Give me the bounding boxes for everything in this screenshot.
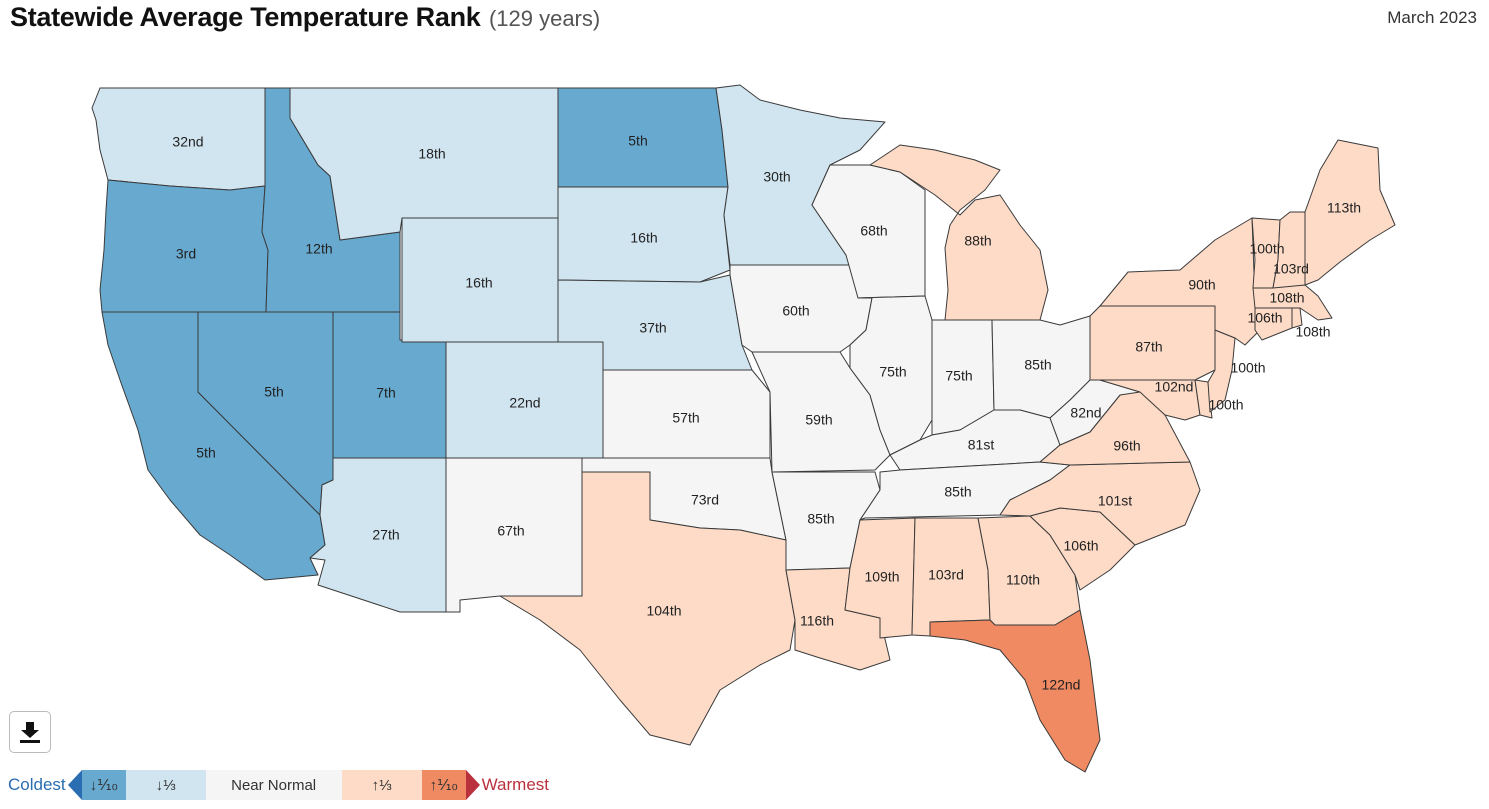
rank-label-ok: 73rd (691, 492, 719, 508)
state-fl[interactable] (929, 609, 1101, 773)
rank-label-ga: 110th (1006, 572, 1040, 588)
page-title: Statewide Average Temperature Rank (10, 2, 481, 32)
rank-label-vt: 100th (1249, 241, 1284, 257)
legend: Coldest ↓⅒ ↓⅓ Near Normal ↑⅓ ↑⅒ Warmest (8, 770, 549, 800)
us-map: 32nd 3rd 5th 12th 5th 7th 18th 16th 22nd… (91, 84, 1396, 773)
rank-label-ms: 109th (864, 569, 899, 585)
rank-label-ri: 108th (1295, 324, 1330, 340)
rank-label-ct: 106th (1247, 310, 1282, 326)
rank-label-ky: 81st (968, 437, 995, 453)
legend-warmest-label: Warmest (481, 775, 550, 794)
title-row: Statewide Average Temperature Rank (129 … (10, 2, 600, 33)
legend-below: ↓⅓ (125, 770, 206, 800)
rank-label-in: 75th (945, 368, 972, 384)
rank-label-nj: 100th (1230, 360, 1265, 376)
rank-label-wy: 16th (465, 275, 492, 291)
rank-label-sd: 16th (630, 230, 657, 246)
legend-coldest-label: Coldest (8, 775, 66, 794)
rank-label-nd: 5th (628, 133, 647, 149)
state-nc[interactable] (999, 461, 1201, 546)
period-label: March 2023 (1387, 8, 1477, 27)
rank-label-tn: 85th (944, 484, 971, 500)
rank-label-pa: 87th (1135, 339, 1162, 355)
rank-label-az: 27th (372, 527, 399, 543)
rank-label-wa: 32nd (172, 134, 203, 150)
rank-label-oh: 85th (1024, 357, 1051, 373)
rank-label-il: 75th (879, 364, 906, 380)
page-subtitle: (129 years) (488, 6, 601, 31)
states-layer (91, 84, 1396, 773)
rank-label-wv: 82nd (1070, 405, 1101, 421)
rank-label-ks: 57th (672, 410, 699, 426)
legend-much-below: ↓⅒ (81, 770, 126, 800)
legend-much-above: ↑⅒ (421, 770, 466, 800)
rank-label-sc: 106th (1063, 538, 1098, 554)
rank-label-me: 113th (1327, 200, 1361, 216)
rank-label-id: 12th (305, 241, 332, 257)
warm-arrow-icon (465, 770, 480, 800)
rank-label-fl: 122nd (1042, 677, 1081, 693)
rank-label-tx: 104th (646, 603, 681, 619)
rank-label-ar: 85th (807, 511, 834, 527)
rank-label-mi: 88th (964, 233, 991, 249)
rank-label-ny: 90th (1188, 277, 1215, 293)
rank-label-nh: 103rd (1273, 261, 1309, 277)
rank-label-md: 102nd (1155, 379, 1194, 395)
rank-label-nv: 5th (264, 384, 283, 400)
state-tx[interactable] (499, 471, 796, 746)
legend-near-normal: Near Normal (205, 770, 342, 800)
rank-label-al: 103rd (928, 567, 964, 583)
rank-label-de: 100th (1208, 397, 1243, 413)
rank-label-nm: 67th (497, 523, 524, 539)
rank-labels-layer: 32nd 3rd 5th 12th 5th 7th 18th 16th 22nd… (172, 133, 1361, 693)
cold-arrow-icon (67, 770, 82, 800)
state-de[interactable] (1194, 379, 1213, 419)
rank-label-co: 22nd (509, 395, 540, 411)
state-me[interactable] (1304, 139, 1396, 286)
rank-label-va: 96th (1113, 438, 1140, 454)
rank-label-mt: 18th (418, 146, 445, 162)
state-nj[interactable] (1207, 329, 1236, 413)
rank-label-mo: 59th (805, 412, 832, 428)
state-ks[interactable] (602, 369, 771, 459)
rank-label-ca: 5th (196, 445, 215, 461)
rank-label-ma: 108th (1269, 290, 1304, 306)
download-button[interactable] (9, 711, 51, 753)
rank-label-la: 116th (800, 613, 834, 629)
download-icon (20, 722, 40, 743)
rank-label-ut: 7th (376, 385, 395, 401)
rank-label-or: 3rd (176, 246, 196, 262)
legend-above: ↑⅓ (341, 770, 422, 800)
rank-label-ia: 60th (782, 303, 809, 319)
rank-label-mn: 30th (763, 169, 790, 185)
rank-label-wi: 68th (860, 223, 887, 239)
state-ma[interactable] (1252, 284, 1333, 321)
rank-label-nc: 101st (1098, 493, 1132, 509)
rank-label-ne: 37th (639, 320, 666, 336)
